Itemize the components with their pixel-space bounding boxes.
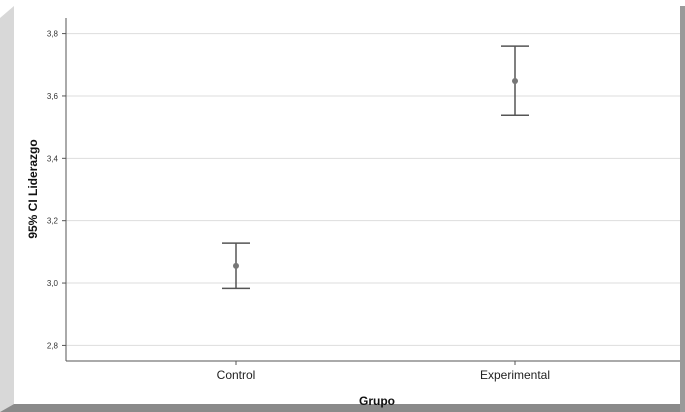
x-tick-label-experimental: Experimental xyxy=(480,368,550,382)
x-axis-title: Grupo xyxy=(359,394,395,408)
y-axis-title: 95% CI Liderazgo xyxy=(26,139,40,238)
x-tick-label-control: Control xyxy=(217,368,256,382)
mean-point xyxy=(233,262,239,269)
y-tick-label: 3,0 xyxy=(47,279,59,288)
mean-point xyxy=(512,77,518,84)
y-tick-label: 3,2 xyxy=(47,217,59,226)
frame-right-shadow xyxy=(680,6,685,412)
x-tick-labels: Control Experimental xyxy=(217,361,550,382)
grid-lines xyxy=(66,33,680,346)
error-bars xyxy=(222,45,529,290)
error-bar-control xyxy=(222,242,250,290)
error-bar-experimental xyxy=(501,45,529,117)
y-tick-label: 3,8 xyxy=(47,30,59,39)
frame-bottom-shadow xyxy=(0,404,685,412)
frame-left-bevel xyxy=(0,6,14,412)
y-tick-label: 2,8 xyxy=(47,341,59,350)
y-tick-labels: 2,8 3,0 3,2 3,4 3,6 3,8 xyxy=(47,30,66,350)
y-tick-label: 3,4 xyxy=(47,154,59,163)
y-tick-label: 3,6 xyxy=(47,92,59,101)
